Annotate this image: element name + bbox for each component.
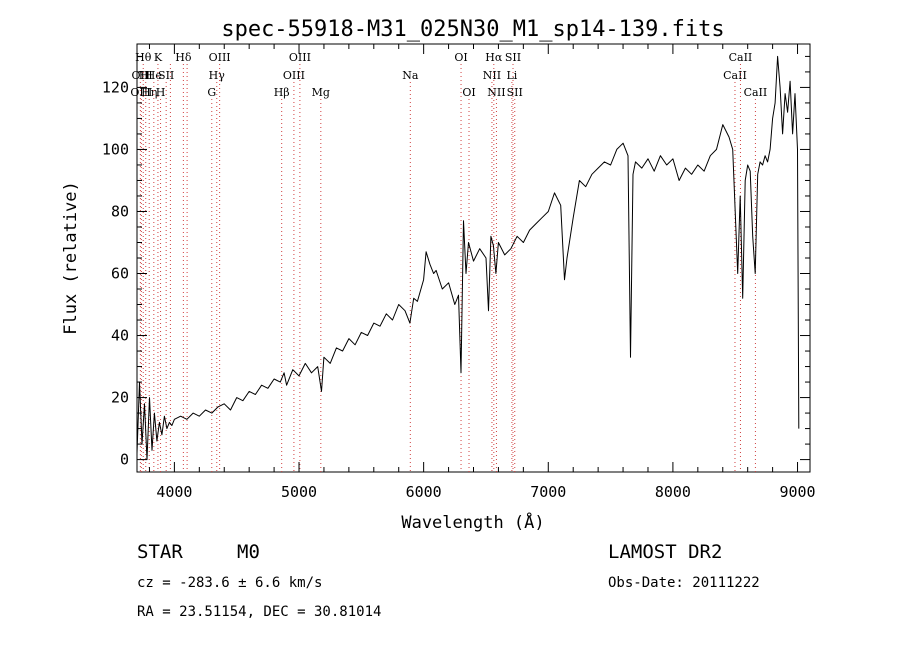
line-marker-label: H [156,86,166,99]
y-tick-label: 100 [102,140,129,158]
plot-frame [136,43,811,473]
line-marker-label: G [207,86,216,99]
y-tick-label: 20 [111,389,129,407]
line-marker-label: Mg [312,86,330,99]
line-marker-label: Hη [141,86,157,99]
line-marker-label: NII [483,69,501,82]
y-tick-label: 60 [111,265,129,283]
line-marker-label: Na [402,69,419,82]
line-marker-label: OIII [289,51,311,64]
line-marker-label: SII [507,86,523,99]
line-marker-label: Li [506,69,517,82]
chart-title: spec-55918-M31_025N30_M1_sp14-139.fits [221,17,724,42]
line-marker-label: Hθ [135,51,152,64]
line-marker-label: HI [139,69,153,82]
survey-label: LAMOST DR2 [608,541,723,563]
x-axis-label: Wavelength (Å) [401,511,544,533]
x-tick-label: 7000 [530,483,566,501]
line-marker-label: OIII [209,51,231,64]
x-tick-label: 8000 [655,483,691,501]
y-tick-label: 80 [111,202,129,220]
line-marker-label: CaII [744,86,768,99]
line-marker-label: OIII [283,69,305,82]
x-tick-label: 6000 [406,483,442,501]
y-tick-label: 120 [102,78,129,96]
x-tick-label: 5000 [281,483,317,501]
sky-coordinates: RA = 23.51154, DEC = 30.81014 [137,604,382,620]
line-marker-label: Hα [485,51,503,64]
line-marker-label: OI [454,51,467,64]
x-tick-label: 9000 [779,483,815,501]
x-tick-label: 4000 [156,483,192,501]
line-marker-label: SII [505,51,521,64]
subclass-label: M0 [237,541,260,563]
y-tick-label: 0 [120,451,129,469]
y-axis-label: Flux (relative) [61,181,81,335]
object-class-label: STAR [137,541,183,563]
line-marker-label: Hβ [274,86,290,99]
line-marker-label: CaII [729,51,753,64]
y-tick-label: 40 [111,327,129,345]
line-marker-label: CaII [723,69,747,82]
line-marker-label: OII [132,69,150,82]
line-marker-label: Hδ [175,51,192,64]
line-marker-label: OI [462,86,475,99]
redshift-velocity: cz = -283.6 ± 6.6 km/s [137,575,323,591]
emission-line-markers: OIIOIIIHθHIHηHeKHSIIHδGHγOIIIHβOIIIOIIIM… [130,51,767,472]
line-marker-label: K [154,51,163,64]
line-marker-label: SII [158,69,174,82]
line-marker-label: OIII [130,86,152,99]
axis-ticks: 4000 5000 6000 7000 8000 9000 0 20 40 60 80 100 120 [102,44,816,501]
line-marker-label: Hγ [209,69,226,82]
observation-date: Obs-Date: 20111222 [608,575,760,591]
spectrum-line [136,55,800,461]
line-marker-label: NII [487,86,505,99]
